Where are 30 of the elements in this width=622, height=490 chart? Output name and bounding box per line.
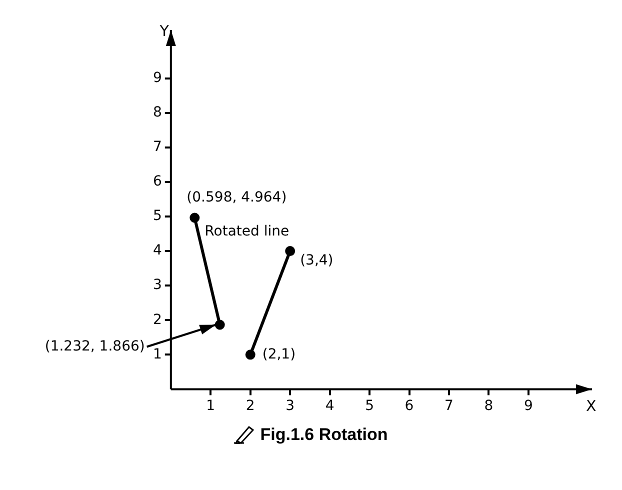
text: Fig.1.6 Rotation	[260, 425, 388, 444]
y-axis-title: Y	[158, 22, 170, 40]
annotation: (3,4)	[300, 252, 334, 269]
x-tick-label: 3	[286, 398, 295, 414]
y-tick-label: 5	[152, 208, 162, 224]
x-tick-label: 1	[206, 398, 216, 414]
series-label: Rotated line	[204, 223, 290, 240]
x-tick-label: 9	[524, 398, 533, 414]
point	[285, 246, 296, 256]
point	[190, 212, 200, 223]
x-tick-label: 4	[325, 398, 334, 414]
y-tick-label: 7	[152, 139, 162, 156]
x-tick-label: 7	[444, 398, 454, 414]
y-tick-label: 3	[152, 277, 162, 294]
annotation: (2,1)	[262, 346, 296, 362]
y-tick-label: 9	[152, 70, 162, 86]
x-tick-label: 6	[404, 398, 414, 414]
y-tick-label: 2	[152, 312, 162, 328]
y-tick-label: 6	[152, 174, 162, 190]
annotation: (1.232, 1.866)	[44, 338, 145, 354]
x-axis-title: X	[586, 397, 596, 416]
annotation: (0.598, 4.964)	[186, 189, 287, 206]
y-tick-label: 8	[152, 104, 162, 121]
x-tick-label: 5	[365, 398, 374, 414]
y-tick-label: 4	[152, 242, 162, 259]
point	[214, 320, 225, 330]
x-tick-label: 8	[484, 398, 494, 414]
x-tick-label: 2	[246, 398, 255, 414]
y-tick-label: 1	[152, 346, 162, 362]
point	[245, 350, 256, 360]
